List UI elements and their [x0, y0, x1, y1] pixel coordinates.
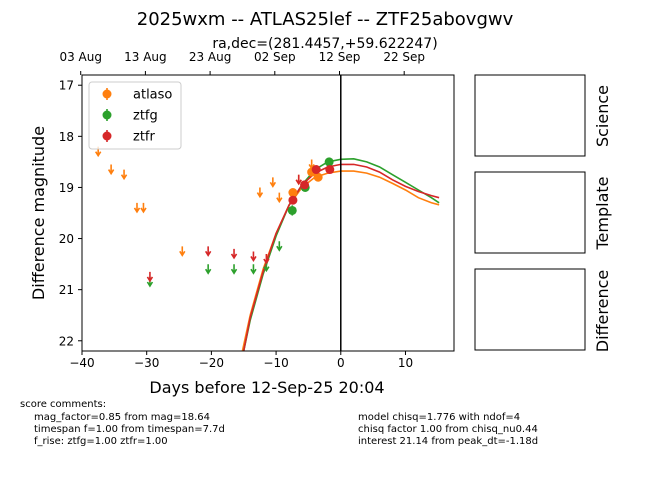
top-tick-label: 13 Aug — [124, 50, 167, 64]
x-tick-label: −20 — [199, 356, 224, 370]
y-tick-label: 22 — [59, 334, 74, 348]
legend-marker — [102, 89, 112, 99]
score-comment-right: chisq factor 1.00 from chisq_nu0.44 — [358, 424, 538, 435]
upper-limit-ztfr — [250, 251, 257, 262]
upper-limit-ztfr — [295, 174, 302, 186]
top-tick-label: 22 Sep — [383, 50, 425, 64]
score-comment-left: mag_factor=0.85 from mag=18.64 — [34, 412, 211, 423]
upper-limit-atlaso — [256, 187, 264, 199]
y-axis: 17 18 19 20 21 22 — [59, 79, 82, 348]
chart-title: 2025wxm -- ATLAS25lef -- ZTF25abovgwv — [137, 9, 514, 30]
legend-box — [88, 81, 182, 150]
template-label: Template — [593, 176, 612, 250]
y-tick-label: 17 — [59, 79, 74, 93]
legend: atlaso ztfg ztfr — [88, 81, 182, 150]
x-axis-label: Days before 12-Sep-25 20:04 — [149, 378, 384, 397]
x-tick-label: −10 — [263, 356, 288, 370]
x-axis: −40 −30 −20 −10 0 10 — [69, 351, 413, 370]
difference-label: Difference — [593, 270, 612, 352]
score-comment-left: timespan f=1.00 from timespan=7.7d — [34, 424, 225, 435]
cutout-panels: Science Template Difference — [474, 74, 612, 352]
detection-ztfr — [288, 195, 298, 205]
y-tick-label: 18 — [59, 130, 74, 144]
upper-limit-ztfg — [204, 264, 212, 275]
top-tick-label: 23 Aug — [189, 50, 232, 64]
x-tick-label: −30 — [134, 356, 159, 370]
upper-limit-atlaso — [107, 164, 115, 176]
chart-subtitle: ra,dec=(281.4457,+59.622247) — [212, 36, 437, 52]
score-comment-left: f_rise: ztfg=1.00 ztfr=1.00 — [34, 436, 168, 447]
legend-marker — [102, 110, 112, 120]
x-tick-label: 10 — [398, 356, 413, 370]
upper-limit-ztfg — [230, 264, 238, 275]
y-tick-label: 19 — [59, 181, 74, 195]
upper-limit-atlaso — [276, 192, 283, 204]
upper-limit-ztfg — [276, 241, 283, 252]
detections — [287, 157, 335, 216]
upper-limit-ztfr — [204, 246, 212, 257]
x-tick-label: 0 — [337, 356, 345, 370]
upper-limit-atlaso — [179, 246, 186, 257]
x-tick-label: −40 — [69, 356, 94, 370]
upper-limit-atlaso — [269, 177, 277, 188]
plot-frame — [81, 74, 455, 352]
upper-limits — [94, 146, 315, 288]
legend-marker — [102, 131, 112, 141]
detection-ztfr — [325, 165, 335, 175]
top-date-axis: 03 Aug 13 Aug 23 Aug 02 Sep 12 Sep 22 Sep — [59, 50, 425, 75]
science-cutout — [474, 74, 586, 157]
detection-atlaso — [313, 172, 323, 182]
top-tick-label: 03 Aug — [59, 50, 102, 64]
detection-ztfg — [324, 157, 334, 167]
difference-cutout — [474, 268, 586, 351]
y-tick-label: 21 — [59, 283, 74, 297]
score-comments-header: score comments: — [20, 399, 107, 410]
upper-limit-ztfr — [146, 271, 154, 283]
legend-label: ztfr — [133, 130, 155, 145]
upper-limit-ztfr — [263, 254, 270, 265]
detection-ztfr — [311, 165, 321, 175]
score-comment-right: model chisq=1.776 with ndof=4 — [358, 412, 521, 423]
top-tick-label: 02 Sep — [254, 50, 296, 64]
upper-limit-atlaso — [140, 202, 147, 214]
upper-limit-atlaso — [120, 169, 128, 181]
y-tick-label: 20 — [59, 232, 74, 246]
detection-atlaso — [288, 188, 298, 198]
upper-limit-ztfg — [250, 264, 257, 275]
legend-label: atlaso — [133, 88, 172, 103]
score-comment-right: interest 21.14 from peak_dt=-1.18d — [358, 436, 539, 447]
top-tick-label: 12 Sep — [319, 50, 361, 64]
template-cutout — [474, 171, 586, 254]
upper-limit-ztfr — [230, 248, 238, 260]
legend-label: ztfg — [133, 109, 158, 124]
detection-ztfr — [300, 180, 310, 190]
science-label: Science — [593, 85, 612, 147]
upper-limit-atlaso — [133, 202, 141, 214]
y-axis-label: Difference magnitude — [29, 126, 48, 300]
detection-ztfg — [287, 205, 297, 215]
